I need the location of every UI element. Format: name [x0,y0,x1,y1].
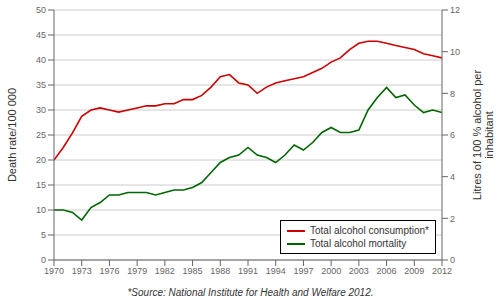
svg-text:0: 0 [41,255,46,265]
svg-text:1973: 1973 [72,266,92,276]
svg-text:1994: 1994 [266,266,286,276]
svg-text:2003: 2003 [349,266,369,276]
svg-text:40: 40 [36,55,46,65]
svg-text:25: 25 [36,130,46,140]
svg-text:10: 10 [450,47,460,57]
svg-text:45: 45 [36,30,46,40]
svg-text:2009: 2009 [404,266,424,276]
svg-text:8: 8 [450,89,455,99]
svg-text:1997: 1997 [293,266,313,276]
svg-text:0: 0 [450,255,455,265]
html-text:Total alcohol mortality: Total alcohol mortality [310,238,407,249]
svg-text:2000: 2000 [321,266,341,276]
svg-text:1988: 1988 [210,266,230,276]
svg-text:20: 20 [36,155,46,165]
svg-text:1979: 1979 [127,266,147,276]
svg-text:6: 6 [450,130,455,140]
svg-text:30: 30 [36,105,46,115]
svg-text:12: 12 [450,5,460,15]
svg-text:4: 4 [450,172,455,182]
svg-text:35: 35 [36,80,46,90]
svg-text:10: 10 [36,205,46,215]
svg-text:2012: 2012 [432,266,452,276]
svg-text:1985: 1985 [183,266,203,276]
svg-text:Litres of 100 % alcohol perinh: Litres of 100 % alcohol perinhabitant [471,70,493,201]
html-text:Total alcohol consumption*: Total alcohol consumption* [310,225,429,236]
svg-text:15: 15 [36,180,46,190]
svg-text:2: 2 [450,214,455,224]
svg-text:2006: 2006 [377,266,397,276]
svg-text:5: 5 [41,230,46,240]
html-text:*Source: National Institute fo: *Source: National Institute for Health a… [127,287,374,298]
svg-text:1982: 1982 [155,266,175,276]
svg-text:1991: 1991 [238,266,258,276]
svg-text:Death rate/100 000: Death rate/100 000 [8,88,18,182]
svg-text:1976: 1976 [99,266,119,276]
svg-text:1970: 1970 [44,266,64,276]
svg-text:50: 50 [36,5,46,15]
